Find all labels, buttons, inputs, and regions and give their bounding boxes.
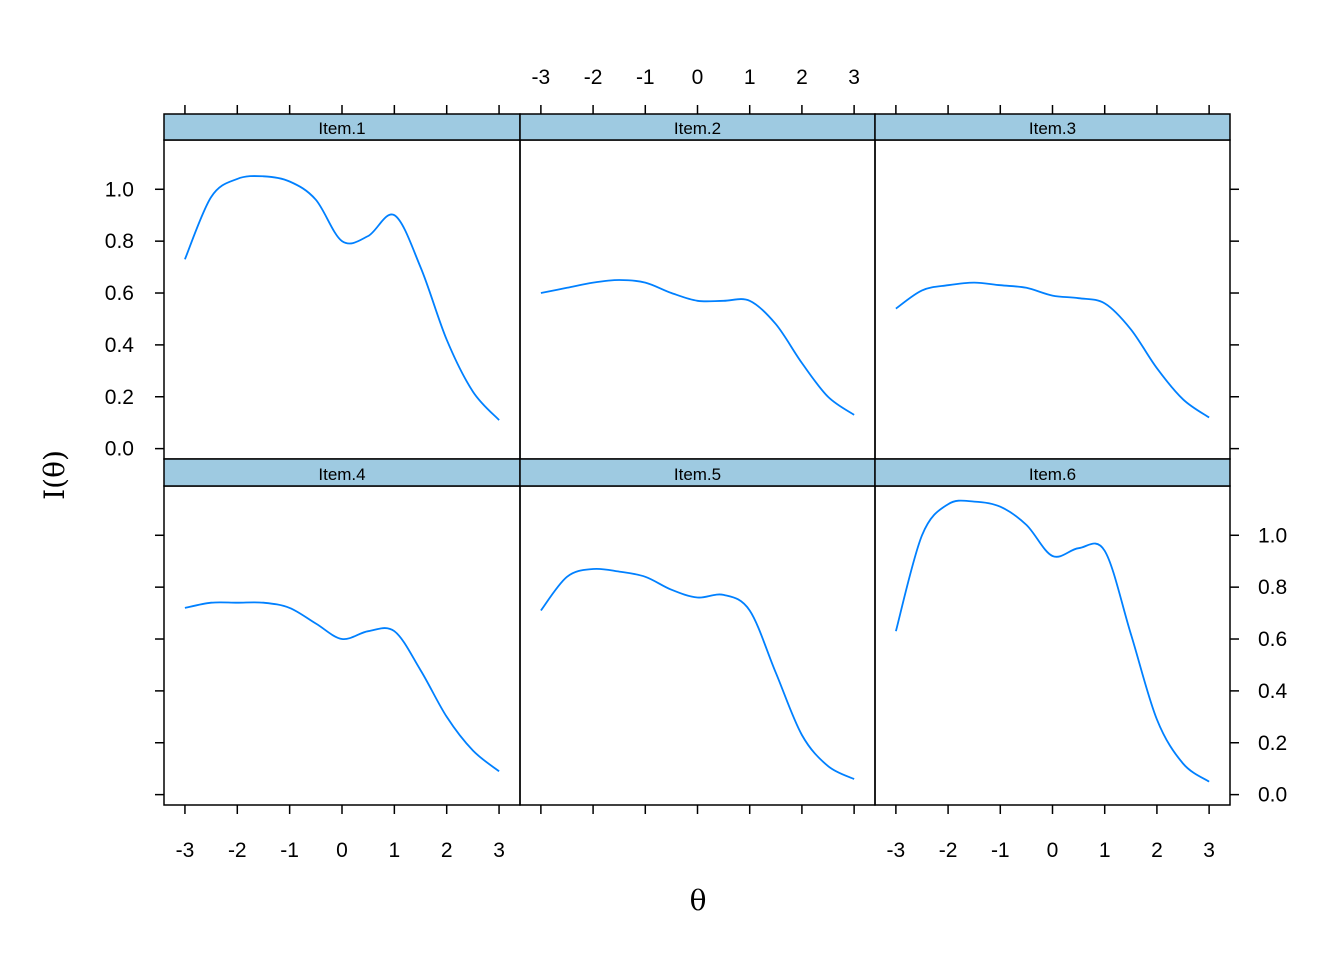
x-axis-title: θ [690,884,707,917]
x-tick-label-bottom: -3 [176,839,195,862]
strip-label-Item.4: Item.4 [318,465,365,484]
panel-Item.3 [874,139,1231,460]
y-tick-label-right: 1.0 [1258,524,1287,547]
strip-label-Item.6: Item.6 [1029,465,1076,484]
y-tick-label-left: 0.6 [105,282,134,305]
curve-Item.2 [540,279,855,416]
y-tick-label-right: 0.6 [1258,628,1287,651]
x-tick-label-bottom: 2 [441,839,453,862]
x-tick-label-bottom: 1 [389,839,401,862]
x-tick-label-bottom: -2 [228,839,247,862]
y-tick-label-left: 0.2 [105,386,134,409]
strip-label-Item.1: Item.1 [318,119,365,138]
x-tick-label-bottom: 0 [1047,839,1059,862]
x-tick-label-top: 3 [848,66,860,89]
x-tick-label-top: -3 [532,66,551,89]
strip-Item.3 [874,113,1231,141]
x-tick-label-top: 0 [692,66,704,89]
information-curves [184,175,1210,783]
x-tick-label-bottom: 0 [336,839,348,862]
strip-Item.5 [519,458,876,487]
curve-Item.5 [540,567,855,780]
panel-Item.1 [163,139,521,460]
x-tick-label-top: 2 [796,66,808,89]
strip-label-Item.2: Item.2 [674,119,721,138]
panel-strips: Item.1 Item.2 Item.3 Item.4 Item.5 Item.6 [163,113,1231,487]
x-tick-label-bottom: -1 [280,839,299,862]
x-tick-label-bottom: -3 [887,839,906,862]
x-tick-label-top: 1 [744,66,756,89]
y-tick-label-right: 0.8 [1258,576,1287,599]
y-axis-title: I(θ) [38,450,71,500]
x-tick-label-bottom: -1 [991,839,1010,862]
panel-Item.2 [519,139,876,460]
y-tick-label-left: 0.0 [105,438,134,461]
y-tick-label-right: 0.2 [1258,732,1287,755]
x-tick-label-top: -2 [584,66,603,89]
x-tick-label-top: -1 [636,66,655,89]
strip-Item.6 [874,458,1231,487]
x-tick-label-bottom: -2 [939,839,958,862]
y-tick-label-left: 0.8 [105,230,134,253]
strip-label-Item.3: Item.3 [1029,119,1076,138]
strip-label-Item.5: Item.5 [674,465,721,484]
x-tick-label-bottom: 1 [1099,839,1111,862]
panel-Item.6 [874,485,1231,806]
panel-Item.5 [519,485,876,806]
axes: -3 -2 -1 0 1 2 3 -3 -2 -1 0 1 2 3 -3 -2 -1 0 1 2 3 0.0 0.2 0.4 0… [105,66,1288,862]
curve-Item.4 [184,601,500,773]
x-tick-label-bottom: 3 [1203,839,1215,862]
y-tick-label-right: 0.0 [1258,784,1287,807]
y-tick-label-left: 0.4 [105,334,135,357]
x-tick-label-bottom: 2 [1151,839,1163,862]
strip-Item.2 [519,113,876,141]
y-tick-label-right: 0.4 [1258,680,1288,703]
curve-Item.6 [895,499,1210,783]
curve-Item.3 [895,281,1210,419]
panel-Item.4 [163,485,521,806]
curve-Item.1 [184,175,500,421]
strip-Item.4 [163,458,521,487]
x-tick-label-bottom: 3 [493,839,505,862]
y-tick-label-left: 1.0 [105,178,134,201]
